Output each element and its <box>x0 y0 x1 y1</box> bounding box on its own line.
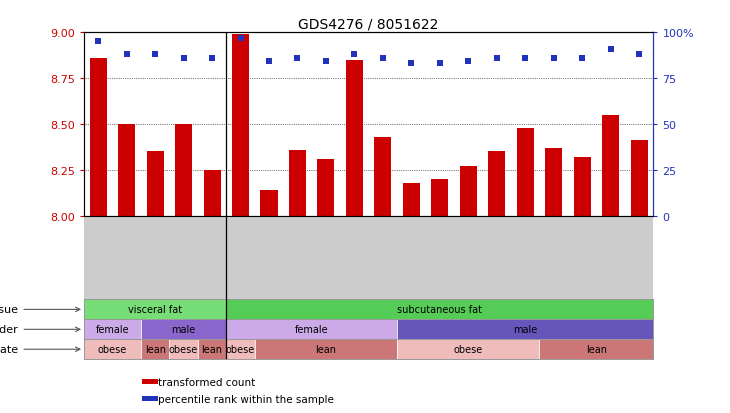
Bar <box>602 115 619 216</box>
Bar <box>460 166 477 216</box>
Point <box>577 55 588 62</box>
Bar <box>517 128 534 216</box>
Bar <box>346 60 363 216</box>
Bar <box>84 300 226 320</box>
Bar <box>545 148 562 216</box>
Point <box>320 59 331 66</box>
Text: female: female <box>295 325 328 335</box>
Point <box>634 52 645 58</box>
Text: male: male <box>513 325 537 335</box>
Text: percentile rank within the sample: percentile rank within the sample <box>158 394 334 404</box>
Bar <box>84 339 141 359</box>
Text: transformed count: transformed count <box>158 377 256 387</box>
Text: male: male <box>172 325 196 335</box>
Bar <box>226 300 653 320</box>
Text: lean: lean <box>586 344 607 354</box>
Text: visceral fat: visceral fat <box>128 305 182 315</box>
Bar <box>204 170 220 216</box>
Bar <box>488 152 505 216</box>
Point <box>519 55 531 62</box>
Bar <box>374 138 391 216</box>
Bar <box>118 125 135 216</box>
Point <box>178 55 190 62</box>
Text: female: female <box>96 325 129 335</box>
Point <box>548 55 559 62</box>
Point <box>263 59 274 66</box>
Point <box>463 59 474 66</box>
Bar <box>397 320 653 339</box>
Bar <box>169 339 198 359</box>
Point <box>349 52 361 58</box>
Bar <box>90 59 107 216</box>
Bar <box>539 339 653 359</box>
Point <box>604 46 616 53</box>
Text: lean: lean <box>315 344 337 354</box>
Bar <box>147 152 164 216</box>
Text: lean: lean <box>145 344 166 354</box>
Bar <box>289 150 306 216</box>
Bar <box>631 141 648 216</box>
Bar <box>226 320 397 339</box>
Point <box>292 55 304 62</box>
Point <box>377 55 388 62</box>
Bar <box>318 159 334 216</box>
Text: obese: obese <box>226 344 255 354</box>
Text: subcutaneous fat: subcutaneous fat <box>397 305 483 315</box>
Bar <box>141 339 169 359</box>
Text: gender: gender <box>0 325 80 335</box>
Bar <box>431 179 448 216</box>
Bar <box>574 157 591 216</box>
Point <box>149 52 161 58</box>
Text: lean: lean <box>201 344 223 354</box>
Point <box>491 55 502 62</box>
Bar <box>175 125 192 216</box>
Bar <box>84 320 141 339</box>
Point <box>121 52 133 58</box>
Point <box>235 35 247 42</box>
Text: obese: obese <box>453 344 483 354</box>
Bar <box>198 339 226 359</box>
Bar <box>255 339 397 359</box>
Point <box>92 39 104 45</box>
Point <box>406 61 418 67</box>
Text: disease state: disease state <box>0 344 80 354</box>
Text: tissue: tissue <box>0 305 80 315</box>
Point <box>434 61 445 67</box>
Bar <box>226 339 255 359</box>
Point <box>206 55 218 62</box>
Text: obese: obese <box>98 344 127 354</box>
Bar <box>397 339 539 359</box>
Bar <box>261 190 277 216</box>
Bar <box>232 35 249 216</box>
Bar <box>141 320 226 339</box>
Text: obese: obese <box>169 344 199 354</box>
Title: GDS4276 / 8051622: GDS4276 / 8051622 <box>299 18 439 32</box>
Bar <box>403 183 420 216</box>
